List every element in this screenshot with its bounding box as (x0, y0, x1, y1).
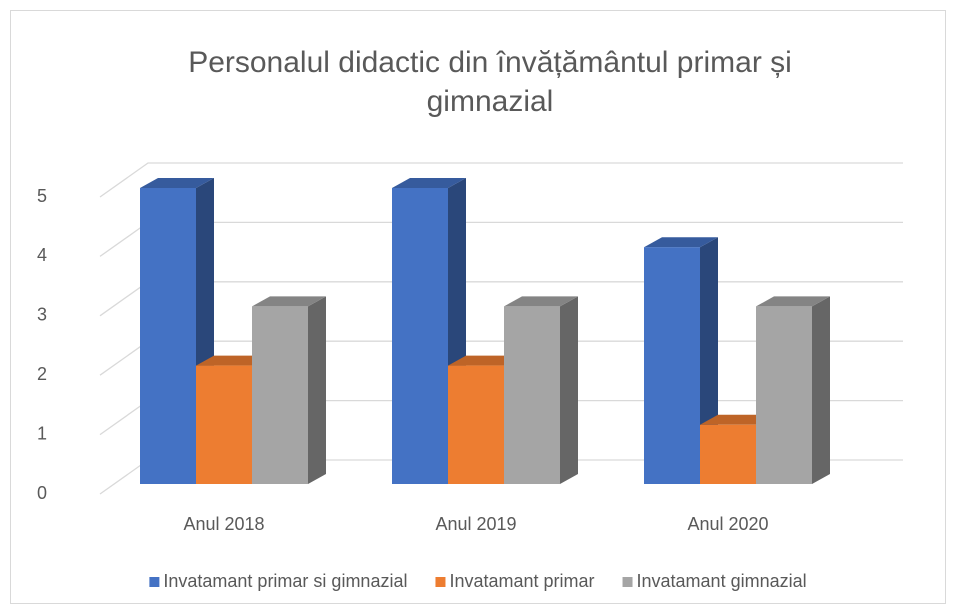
bar (644, 247, 700, 484)
bar (504, 306, 560, 484)
x-tick-label: Anul 2020 (687, 514, 768, 534)
legend-swatch (622, 577, 633, 587)
bar (448, 365, 504, 484)
bar (700, 424, 756, 484)
bar-top (504, 296, 578, 307)
bar (252, 306, 308, 484)
bar (140, 188, 196, 484)
bar-top (644, 237, 718, 248)
bar-top (392, 178, 466, 188)
y-tick-label: 1 (37, 423, 47, 443)
y-tick-label: 3 (37, 305, 47, 325)
x-tick-label: Anul 2018 (183, 514, 264, 534)
y-tick-label: 2 (37, 364, 47, 384)
legend-label: Invatamant primar (449, 571, 594, 591)
y-tick-label: 4 (37, 245, 47, 265)
y-tick-label: 0 (37, 483, 47, 503)
grid-line (99, 162, 903, 198)
bar-top (756, 296, 830, 307)
y-tick-label: 5 (37, 186, 47, 206)
bar-side (560, 296, 578, 484)
legend-swatch (149, 577, 160, 587)
legend-swatch (435, 577, 446, 587)
legend-label: Invatamant gimnazial (637, 571, 807, 591)
bar-top (700, 414, 774, 425)
bar-top (196, 355, 270, 366)
bar-side (308, 296, 326, 484)
bar-top (140, 178, 214, 188)
x-tick-label: Anul 2019 (435, 514, 516, 534)
chart-title: gimnazial (427, 85, 554, 118)
bar (392, 188, 448, 484)
legend-label: Invatamant primar si gimnazial (163, 571, 407, 591)
bar-side (812, 296, 830, 484)
bar-top (252, 296, 326, 307)
chart-title: Personalul didactic din învățământul pri… (188, 46, 792, 79)
bar (196, 365, 252, 484)
bar-top (448, 355, 522, 366)
bar (756, 306, 812, 484)
